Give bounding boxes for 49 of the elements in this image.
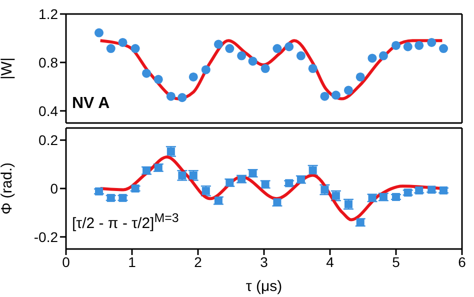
y-tick-label: 0.2	[38, 132, 58, 148]
point	[142, 166, 151, 175]
point	[188, 72, 198, 82]
y-tick-label: 0.8	[38, 54, 58, 70]
point	[154, 74, 163, 84]
point	[214, 40, 223, 49]
x-axis-title: τ (μs)	[246, 278, 282, 295]
y-axis-title: Φ (rad.)	[0, 162, 16, 214]
y-tick-label: 1.2	[38, 6, 58, 22]
point	[106, 44, 116, 54]
point	[331, 90, 340, 100]
x-tick-label: 3	[260, 254, 268, 270]
y-axis-title: |W|	[0, 58, 16, 80]
point	[308, 64, 318, 74]
point	[94, 28, 104, 38]
y-tick-label: 0	[50, 180, 58, 196]
point	[178, 93, 187, 102]
point	[356, 72, 365, 82]
y-tick-label: 0.4	[38, 102, 58, 119]
point	[368, 54, 377, 63]
x-tick-label: 2	[194, 254, 202, 270]
point	[142, 68, 152, 78]
point	[427, 38, 436, 47]
x-tick-label: 1	[128, 254, 136, 270]
point	[284, 42, 294, 52]
point	[237, 51, 246, 60]
point	[439, 44, 448, 54]
point	[403, 42, 412, 52]
point	[260, 64, 270, 74]
point	[248, 56, 258, 66]
point	[391, 40, 401, 50]
x-tick-label: 6	[458, 254, 466, 270]
point	[320, 92, 330, 101]
point	[344, 86, 353, 95]
point	[225, 44, 234, 54]
point	[166, 92, 176, 101]
x-tick-label: 0	[62, 254, 70, 270]
point	[272, 44, 282, 54]
x-tick-label: 4	[326, 254, 334, 270]
x-tick-label: 5	[392, 254, 400, 270]
point	[130, 44, 140, 54]
annotation: [τ/2 - π - τ/2]$^{M=3}$	[72, 211, 179, 232]
point	[118, 38, 128, 47]
point	[201, 65, 210, 74]
y-tick-label: -0.2	[34, 228, 58, 245]
point	[296, 51, 306, 60]
point	[414, 40, 424, 50]
point	[378, 51, 388, 60]
annotation: NV A	[72, 95, 110, 113]
